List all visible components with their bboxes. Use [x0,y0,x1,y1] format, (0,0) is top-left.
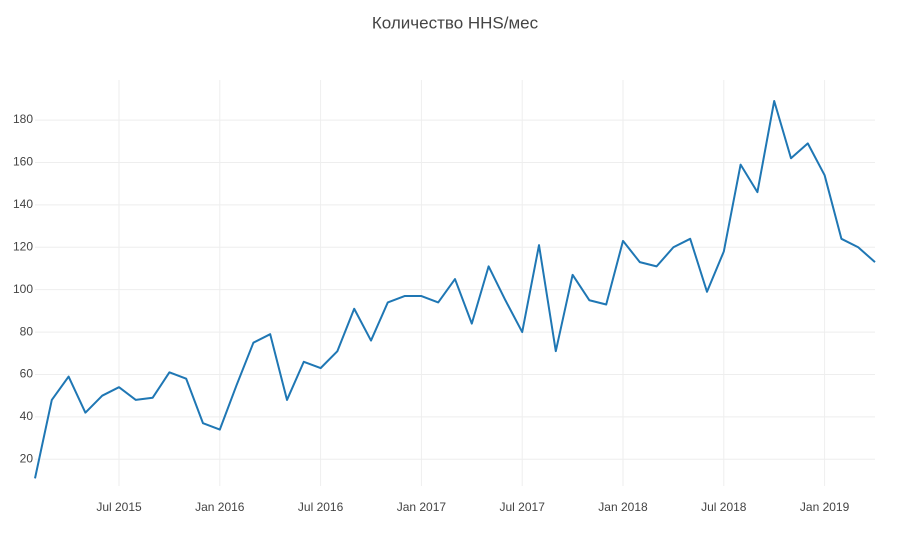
line [34,99,876,479]
x-tick-label: Jul 2015 [96,500,142,514]
y-tick-label: 120 [13,239,33,253]
y-tick-label: 40 [20,409,34,423]
y-tick-label: 60 [20,367,34,381]
x-tick-label: Jan 2017 [397,500,447,514]
x-tick-label: Jan 2018 [598,500,648,514]
x-tick-label: Jan 2019 [800,500,850,514]
x-tick-label: Jan 2016 [195,500,245,514]
y-tick-label: 100 [13,282,33,296]
y-tick-label: 160 [13,155,33,169]
x-tick-label: Jul 2017 [500,500,546,514]
chart-title: Количество HHS/мес [372,13,539,32]
x-tick-label: Jul 2018 [701,500,747,514]
y-tick-label: 140 [13,197,33,211]
y-tick-label: 180 [13,112,33,126]
y-tick-label: 80 [20,324,34,338]
y-tick-label: 20 [20,451,34,465]
x-tick-label: Jul 2016 [298,500,344,514]
